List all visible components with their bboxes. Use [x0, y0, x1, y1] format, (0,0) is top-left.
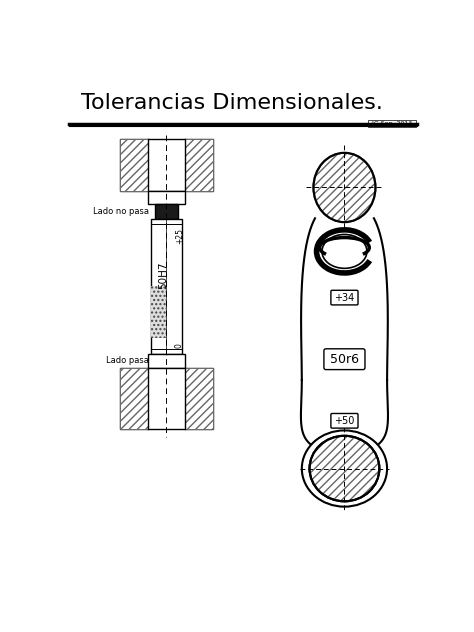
FancyBboxPatch shape: [324, 349, 365, 370]
Ellipse shape: [310, 436, 379, 501]
Ellipse shape: [313, 153, 375, 222]
Bar: [147, 191, 185, 204]
Bar: [185, 139, 213, 191]
Bar: [151, 219, 182, 354]
Ellipse shape: [310, 436, 379, 501]
Bar: [120, 139, 213, 191]
FancyBboxPatch shape: [331, 290, 358, 305]
Bar: [120, 368, 147, 429]
Text: +25: +25: [175, 228, 184, 245]
Text: +34: +34: [334, 293, 355, 303]
Bar: [155, 204, 178, 219]
Bar: [185, 368, 213, 429]
Text: +50: +50: [334, 416, 355, 426]
Text: Tolerancias Dimensionales.: Tolerancias Dimensionales.: [81, 93, 383, 112]
FancyBboxPatch shape: [331, 413, 358, 428]
Bar: [120, 368, 213, 429]
Bar: [147, 354, 185, 368]
Text: Lado pasa: Lado pasa: [106, 356, 149, 365]
Text: IG Sep. 2013: IG Sep. 2013: [372, 121, 412, 126]
Text: 50r6: 50r6: [330, 353, 359, 366]
Text: 0: 0: [175, 343, 184, 348]
Text: 50H7: 50H7: [158, 262, 168, 289]
Bar: [152, 286, 166, 337]
Text: Lado no pasa: Lado no pasa: [93, 207, 149, 216]
Bar: [120, 139, 147, 191]
FancyBboxPatch shape: [368, 119, 416, 128]
Ellipse shape: [302, 430, 387, 507]
Ellipse shape: [322, 234, 367, 269]
